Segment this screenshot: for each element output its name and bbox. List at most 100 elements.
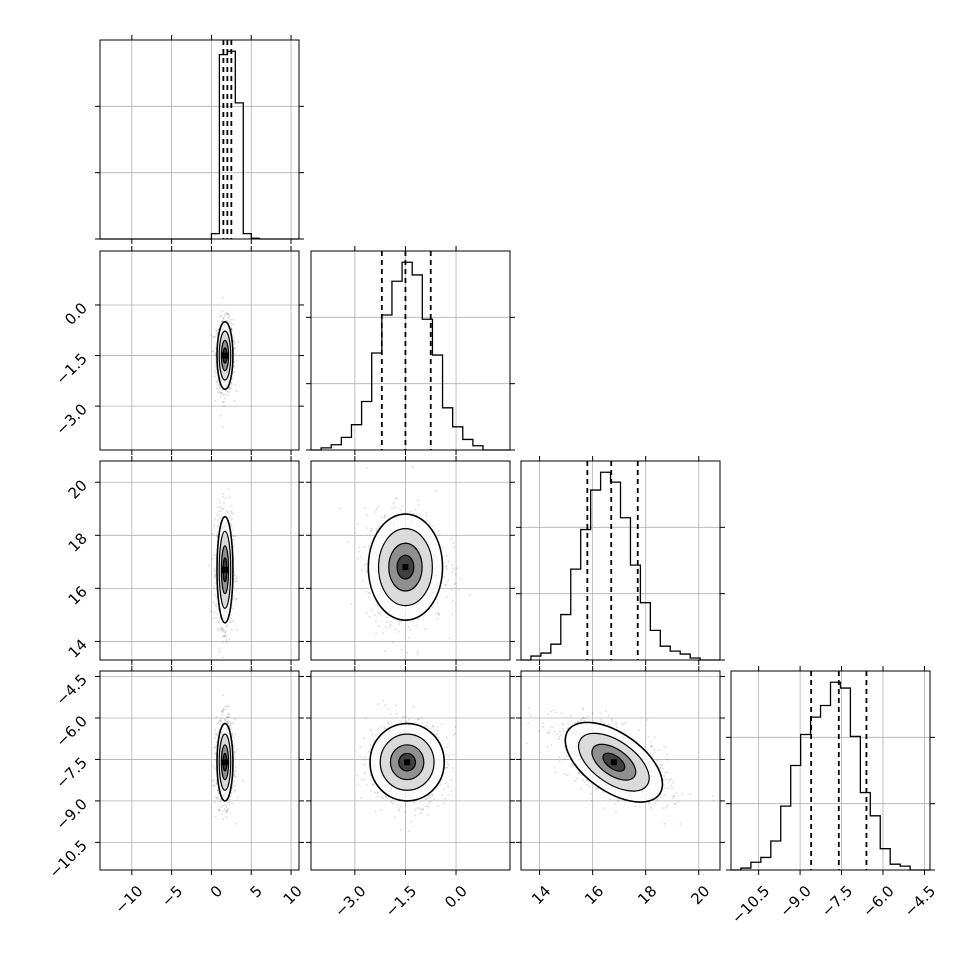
sample-point — [450, 789, 453, 792]
sample-point — [375, 734, 378, 737]
sample-point — [225, 806, 228, 809]
sample-point — [432, 797, 435, 800]
sample-point — [363, 772, 366, 775]
sample-point — [569, 714, 572, 717]
sample-point — [224, 630, 227, 633]
sample-point — [452, 766, 455, 769]
sample-point — [217, 388, 220, 391]
sample-point — [377, 524, 380, 527]
sample-point — [221, 635, 224, 638]
sample-point — [213, 767, 216, 770]
sample-point — [215, 733, 218, 736]
histogram-panel — [726, 666, 935, 875]
sample-point — [229, 724, 232, 727]
sample-point — [673, 802, 676, 805]
sample-point — [229, 620, 232, 623]
sample-point — [356, 783, 359, 786]
sample-point — [365, 466, 368, 469]
sample-point — [451, 571, 454, 574]
sample-point — [222, 656, 225, 659]
sample-point — [234, 342, 237, 345]
sample-point — [375, 529, 378, 532]
sample-point — [227, 313, 230, 316]
sample-point — [215, 533, 218, 536]
density-peak — [221, 352, 228, 359]
sample-point — [407, 829, 410, 832]
sample-point — [221, 711, 224, 714]
sample-point — [215, 605, 218, 608]
sample-point — [235, 629, 238, 632]
sample-point — [234, 775, 237, 778]
sample-point — [229, 795, 232, 798]
sample-point — [226, 320, 229, 323]
sample-point — [369, 529, 372, 532]
sample-point — [214, 758, 217, 761]
sample-point — [400, 720, 403, 723]
sample-point — [222, 318, 225, 321]
sample-point — [230, 382, 233, 385]
sample-point — [233, 347, 236, 350]
sample-point — [227, 801, 230, 804]
sample-point — [453, 733, 456, 736]
sample-point — [365, 783, 368, 786]
sample-point — [426, 721, 429, 724]
sample-point — [235, 389, 238, 392]
sample-point — [384, 727, 387, 730]
sample-point — [231, 802, 234, 805]
sample-point — [363, 736, 366, 739]
sample-point — [218, 382, 221, 385]
sample-point — [232, 597, 235, 600]
sample-point — [425, 725, 428, 728]
sample-point — [225, 716, 228, 719]
sample-point — [224, 708, 227, 711]
sample-point — [235, 597, 238, 600]
sample-point — [234, 822, 237, 825]
sample-point — [221, 495, 224, 498]
sample-point — [233, 384, 236, 387]
sample-point — [447, 785, 450, 788]
sample-point — [416, 650, 419, 653]
sample-point — [418, 806, 421, 809]
sample-point — [428, 801, 431, 804]
scatter-panel — [306, 666, 515, 875]
sample-point — [216, 789, 219, 792]
sample-point — [224, 512, 227, 515]
sample-point — [233, 789, 236, 792]
sample-point — [214, 574, 217, 577]
sample-point — [216, 320, 219, 323]
panel-frame — [730, 670, 931, 871]
sample-point — [350, 603, 353, 606]
sample-point — [377, 611, 380, 614]
sample-point — [220, 719, 223, 722]
sample-point — [219, 395, 222, 398]
sample-point — [236, 748, 239, 751]
sample-point — [227, 316, 230, 319]
sample-point — [445, 596, 448, 599]
sample-point — [215, 602, 218, 605]
sample-point — [391, 798, 394, 801]
sample-point — [215, 328, 218, 331]
sample-point — [377, 505, 380, 508]
sample-point — [429, 727, 432, 730]
sample-point — [232, 744, 235, 747]
sample-point — [447, 743, 450, 746]
sample-point — [216, 789, 219, 792]
sample-point — [366, 513, 369, 516]
sample-point — [416, 653, 419, 656]
sample-point — [221, 641, 224, 644]
sample-point — [214, 815, 217, 818]
sample-point — [444, 583, 447, 586]
sample-point — [233, 756, 236, 759]
sample-point — [233, 361, 236, 364]
sample-point — [228, 386, 231, 389]
sample-point — [447, 763, 450, 766]
sample-point — [435, 617, 438, 620]
sample-point — [213, 746, 216, 749]
sample-point — [220, 805, 223, 808]
sample-point — [229, 724, 232, 727]
sample-point — [218, 720, 221, 723]
sample-point — [360, 778, 363, 781]
sample-point — [385, 621, 388, 624]
sample-point — [227, 713, 230, 716]
sample-point — [233, 770, 236, 773]
